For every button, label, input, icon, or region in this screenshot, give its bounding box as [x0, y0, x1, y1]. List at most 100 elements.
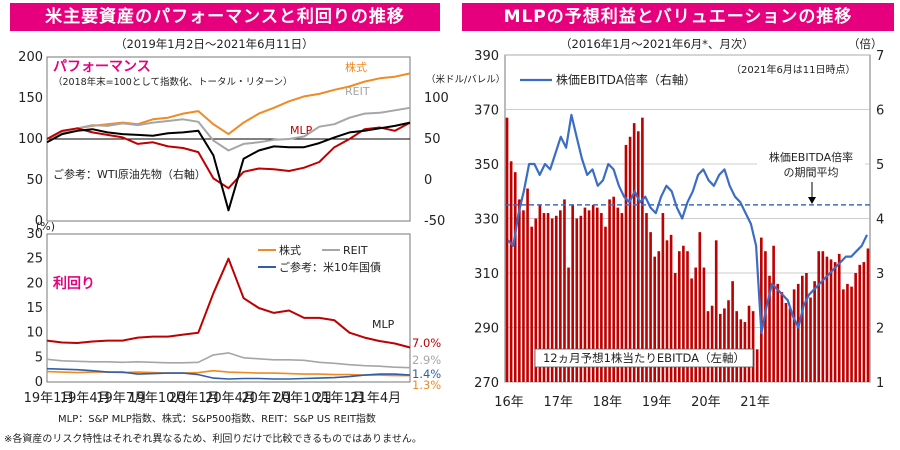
ebitda-bar	[821, 251, 825, 382]
average-annotation-line1: 株価EBITDA倍率	[769, 150, 853, 164]
ebitda-bar	[595, 207, 599, 382]
ebitda-bar	[620, 213, 624, 382]
yield-end-label: 1.4%	[412, 367, 441, 381]
valuation-x-tick: 18年	[593, 395, 623, 410]
average-annotation-bg	[757, 149, 865, 181]
yield-y-tick: 25	[26, 252, 43, 267]
valuation-y2-tick: 2	[876, 322, 884, 337]
ebitda-bar	[587, 210, 591, 382]
valuation-y2-tick: 3	[876, 267, 884, 282]
ebitda-bar	[862, 262, 866, 382]
ev-ebitda-multiple-line	[507, 113, 868, 334]
yield-y-tick: 10	[26, 326, 43, 341]
performance-title: パフォーマンス	[53, 59, 151, 75]
ebitda-bar	[649, 232, 652, 382]
ebitda-bar	[665, 240, 669, 382]
performance-subtitle: （2018年末=100として指数化、トータル・リターン）	[53, 76, 293, 88]
ebitda-bar	[837, 253, 841, 382]
yield-label-mlp: MLP	[372, 318, 395, 331]
footnote-indices: MLP：S&P MLP指数、株式：S&P500指数、REIT：S&P US RE…	[58, 414, 376, 425]
average-annotation-arrowhead	[808, 197, 816, 204]
right-panel-title: MLPの予想利益とバリュエーションの推移	[462, 3, 894, 31]
valuation-x-tick: 16年	[494, 395, 524, 410]
valuation-x-tick: 21年	[740, 395, 770, 410]
right-period: （2016年1月～2021年6月*、月次）	[560, 37, 754, 51]
ebitda-bar	[829, 259, 833, 382]
ebitda-bar	[653, 256, 657, 382]
ebitda-bar	[636, 131, 640, 382]
performance-y-tick: 0	[35, 214, 43, 229]
yield-y-tick: 5	[35, 350, 43, 365]
performance-series-line	[46, 72, 411, 140]
performance-y2-tick: 0	[424, 173, 432, 188]
ebitda-bar	[784, 302, 788, 382]
performance-y-tick: 100	[18, 132, 43, 147]
valuation-legend-label: 株価EBITDA倍率（右軸）	[556, 72, 696, 87]
ebitda-bar	[567, 267, 570, 382]
ebitda-bar	[755, 349, 759, 382]
left-x-tick: 21年4月	[350, 391, 401, 406]
ebitda-bar	[788, 308, 792, 382]
ebitda-bar	[608, 199, 611, 382]
yield-title: 利回り	[53, 275, 95, 292]
ebitda-bar	[632, 123, 636, 382]
ebitda-bar	[530, 226, 533, 382]
valuation-x-tick: 17年	[543, 395, 573, 410]
ebitda-bar	[846, 283, 849, 382]
ebitda-bar	[657, 251, 661, 382]
ebitda-bar	[858, 264, 862, 382]
valuation-y-tick: 390	[474, 49, 499, 64]
ebitda-bar	[801, 275, 804, 382]
left-x-tick: 19年1月	[24, 391, 75, 406]
ebitda-bar	[833, 262, 837, 382]
yield-unit: (%)	[36, 220, 55, 233]
ebitda-bar	[760, 237, 763, 382]
ebitda-bar	[669, 234, 673, 382]
ebitda-bar	[513, 172, 517, 382]
ebitda-bar	[579, 215, 583, 382]
yield-end-label: 2.9%	[412, 353, 441, 367]
ebitda-bar	[624, 144, 628, 382]
performance-series-line	[46, 106, 411, 152]
left-x-tick: 20年10月	[274, 391, 333, 406]
ebitda-bar	[731, 281, 734, 382]
ebitda-bar	[505, 117, 509, 383]
yield-y-tick: 15	[26, 301, 43, 316]
yield-legend-label: 株式	[279, 243, 301, 257]
valuation-note: （2021年6月は11日時点）	[731, 63, 856, 76]
ebitda-bar	[542, 213, 546, 382]
valuation-y-tick: 270	[474, 376, 499, 391]
ebitda-bar	[723, 308, 726, 382]
yield-legend-label: ご参考：米10年国債	[279, 260, 381, 274]
yield-legend-label: REIT	[343, 244, 368, 257]
left-x-tick: 19年10月	[128, 391, 187, 406]
ebitda-bar	[768, 275, 771, 382]
ebitda-bar	[710, 305, 714, 382]
ebitda-bar	[575, 218, 579, 382]
left-x-tick: 20年1月	[169, 391, 220, 406]
ebitda-bar	[817, 251, 821, 382]
ebitda-bar	[645, 213, 648, 382]
left-panel-title: 米主要資産のパフォーマンスと利回りの推移	[10, 3, 440, 31]
ebitda-bar	[518, 199, 521, 382]
ebitda-bar	[673, 273, 677, 382]
ebitda-bar	[563, 199, 566, 382]
valuation-x-tick: 20年	[691, 395, 721, 410]
ebitda-bar	[690, 278, 693, 382]
yield-y-tick: 30	[26, 227, 43, 242]
ebitda-bar	[751, 311, 755, 382]
ebitda-bar	[534, 218, 538, 382]
performance-label-mlp: MLP	[290, 124, 313, 137]
ebitda-bar	[747, 305, 751, 382]
performance-y-tick: 50	[26, 173, 43, 188]
ebitda-bar	[718, 313, 722, 382]
yield-series-line	[46, 367, 411, 380]
ebitda-bar	[714, 240, 718, 382]
ebitda-bar	[805, 273, 808, 382]
valuation-y-tick: 350	[474, 158, 499, 173]
performance-label-stock: 株式	[345, 60, 367, 74]
bar-legend-box	[534, 348, 754, 368]
ebitda-bar	[612, 196, 615, 382]
ebitda-bar	[776, 283, 780, 382]
left-x-tick: 19年4月	[60, 391, 111, 406]
